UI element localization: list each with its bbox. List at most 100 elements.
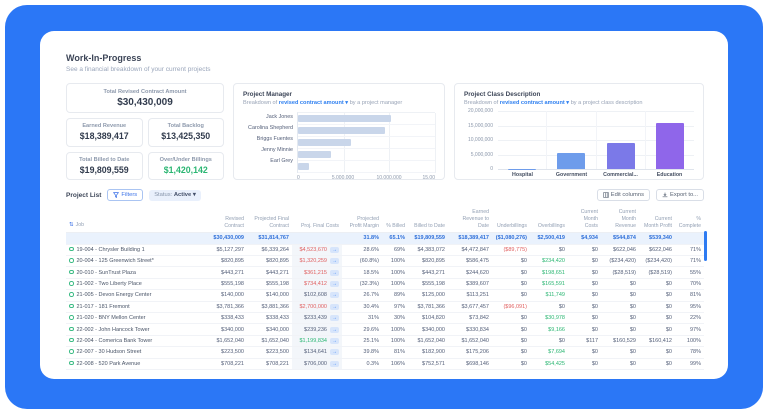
table-row[interactable]: 22-004 - Comerica Bank Tower $1,652,040 $1… [66, 335, 704, 348]
value-cell: $1,652,040 [448, 335, 492, 348]
pm-axis-tick-label: 5,000,000 [331, 175, 355, 180]
table-header-cell[interactable]: Current Month Profit [639, 207, 675, 234]
table-header-cell[interactable]: ⇅ Job [66, 207, 204, 234]
value-cell: 31.8% [342, 232, 382, 245]
metric-dropdown[interactable]: revised contract amount ▾ [499, 100, 570, 106]
value-cell: $0 [568, 289, 601, 302]
table-header-cell[interactable]: Underbillings [492, 207, 530, 234]
value-cell: (32.3%) [342, 278, 382, 291]
job-name[interactable]: 21-002 - Two Liberty Place [76, 281, 142, 287]
value-cell: $389,607 [448, 278, 492, 291]
table-row[interactable]: 21-002 - Two Liberty Place $555,198 $555,1… [66, 278, 704, 291]
value-cell: $239,236 → [292, 323, 342, 336]
value-cell: $0 [601, 312, 639, 325]
job-cell [66, 232, 204, 245]
cost-detail-badge[interactable]: → [330, 315, 339, 322]
value-cell: $0 [568, 255, 601, 268]
value-cell: $555,198 [408, 278, 448, 291]
cost-detail-badge[interactable]: → [330, 360, 339, 367]
table-header-cell[interactable]: Billed to Date [408, 207, 448, 234]
cost-detail-badge[interactable]: → [330, 303, 339, 310]
job-name[interactable]: 19-004 - Chrysler Building 1 [76, 246, 145, 253]
value-cell: $182,900 [408, 346, 448, 359]
table-row[interactable]: 21-020 - BNY Mellon Center $338,433 $338,4… [66, 312, 704, 325]
card-value: $1,420,142 [163, 164, 208, 175]
cost-detail-badge[interactable]: → [330, 326, 339, 333]
value-cell: 30.4% [342, 301, 382, 314]
job-name[interactable]: 21-005 - Devon Energy Center [76, 292, 152, 299]
pm-bar [298, 151, 331, 158]
cost-detail-badge[interactable]: → [330, 337, 339, 344]
job-name[interactable]: 20-004 - 125 Greenwich Street* [76, 258, 154, 265]
table-row[interactable]: 20-010 - SunTrust Plaza $443,271 $443,271 $… [66, 266, 704, 279]
job-status-icon [69, 337, 74, 343]
job-status-icon [69, 281, 74, 286]
table-title: Project List [66, 191, 102, 199]
class-bar [655, 123, 684, 169]
table-scrollbar[interactable] [704, 231, 707, 261]
table-row[interactable]: 19-004 - Chrysler Building 1 $5,127,297 $6… [66, 244, 704, 257]
value-cell: $443,271 [408, 266, 448, 279]
edit-columns-button[interactable]: Edit columns [596, 189, 650, 201]
job-name[interactable]: 21-020 - BNY Mellon Center [76, 315, 146, 322]
job-name[interactable]: 22-007 - 30 Hudson Street [76, 349, 142, 356]
value-cell: 55% [675, 266, 704, 279]
table-header-cell[interactable]: Current Month Costs [568, 207, 601, 234]
value-cell: $0 [568, 346, 601, 359]
table-header-cell[interactable]: % Billed [382, 207, 408, 234]
table-header-cell[interactable]: Current Month Revenue [601, 207, 639, 234]
value-cell: $555,198 [204, 278, 247, 291]
job-name[interactable]: 20-010 - SunTrust Plaza [76, 269, 136, 276]
cost-detail-badge[interactable]: → [330, 269, 339, 276]
job-name[interactable]: 21-017 - 181 Fremont [76, 303, 130, 310]
table-header-cell[interactable]: Projected Profit Margin [342, 207, 382, 234]
job-status-icon [69, 246, 74, 252]
job-name[interactable]: 22-008 - 520 Park Avenue [76, 360, 141, 367]
project-table: ⇅ Job Revised Contract Projected Final Cont… [66, 207, 704, 370]
export-button[interactable]: Export to... [655, 189, 704, 201]
metric-dropdown[interactable]: revised contract amount ▾ [278, 100, 349, 106]
class-bar-slot [498, 111, 546, 169]
job-cell: 22-004 - Comerica Bank Tower [66, 335, 204, 348]
job-status-icon [69, 303, 74, 309]
table-header-cell[interactable]: % Complete [675, 207, 704, 234]
value-cell: $0 [492, 358, 530, 370]
value-cell: $708,221 [204, 358, 247, 370]
cost-detail-badge[interactable]: → [330, 292, 339, 299]
value-cell: $1,652,040 [408, 335, 448, 348]
table-row[interactable]: 21-017 - 181 Fremont $3,781,366 $3,881,366… [66, 301, 704, 314]
value-cell: 65.1% [382, 232, 408, 245]
cost-detail-badge[interactable]: → [330, 349, 339, 356]
job-cell: 21-005 - Devon Energy Center [66, 289, 204, 302]
edit-columns-label: Edit columns [610, 192, 644, 198]
value-cell: ($234,420) [639, 255, 675, 268]
pm-axis-tick-label: 10,000,000 [376, 175, 402, 180]
table-header-cell[interactable]: Proj. Final Costs [292, 207, 342, 234]
filters-button[interactable]: Filters [107, 189, 144, 201]
job-name[interactable]: 22-002 - John Hancock Tower [76, 326, 150, 333]
table-header-cell[interactable]: Overbillings [530, 207, 568, 234]
table-row[interactable]: 22-008 - 520 Park Avenue $708,221 $708,221… [66, 358, 704, 370]
cost-detail-badge[interactable]: → [330, 246, 339, 253]
table-row[interactable]: 22-002 - John Hancock Tower $340,000 $340,… [66, 323, 704, 336]
table-header-cell[interactable]: Earned Revenue to Date [448, 207, 492, 234]
value-cell: $9,166 [530, 323, 568, 336]
table-row[interactable]: 22-007 - 30 Hudson Street $223,500 $223,50… [66, 346, 704, 359]
value-cell: $0 [568, 266, 601, 279]
cost-detail-badge[interactable]: → [330, 258, 339, 265]
card-value: $13,425,350 [161, 131, 211, 142]
value-cell: $361,215 → [292, 266, 342, 279]
export-button-label: Export to... [669, 192, 698, 198]
table-header-cell[interactable]: Projected Final Contract [247, 207, 292, 234]
project-table-wrapper: ⇅ Job Revised Contract Projected Final Cont… [66, 207, 707, 370]
job-cell: 20-004 - 125 Greenwich Street* [66, 255, 204, 268]
sort-icon[interactable]: ⇅ [69, 222, 74, 229]
value-cell: $0 [530, 301, 568, 314]
cost-detail-badge[interactable]: → [330, 281, 339, 287]
table-header-cell[interactable]: Revised Contract [204, 207, 247, 234]
table-row[interactable]: 21-005 - Devon Energy Center $140,000 $140… [66, 289, 704, 302]
status-filter-chip[interactable]: Status: Active ▾ [149, 189, 201, 201]
browser-frame: Work-In-Progress See a financial breakdo… [5, 5, 763, 409]
table-row[interactable]: 20-004 - 125 Greenwich Street* $820,895 $8… [66, 255, 704, 268]
job-name[interactable]: 22-004 - Comerica Bank Tower [76, 337, 153, 344]
